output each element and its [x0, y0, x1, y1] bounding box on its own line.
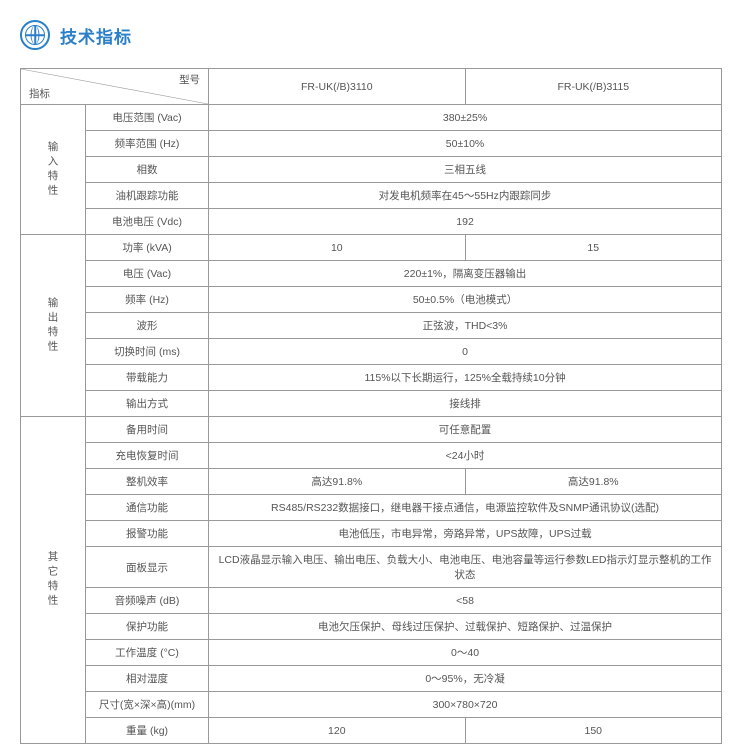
table-head-diag: 型号 指标: [21, 69, 209, 105]
param-name: 面板显示: [86, 547, 209, 588]
param-name: 工作温度 (°C): [86, 640, 209, 666]
globe-icon: [20, 20, 50, 50]
section-label-input: 输入特性: [21, 105, 86, 235]
param-value-2: 150: [465, 718, 721, 744]
param-name: 充电恢复时间: [86, 443, 209, 469]
param-value-2: 高达91.8%: [465, 469, 721, 495]
param-name: 频率范围 (Hz): [86, 131, 209, 157]
param-value-1: 10: [209, 235, 465, 261]
param-value: 50±0.5%（电池模式）: [209, 287, 722, 313]
param-value-1: 高达91.8%: [209, 469, 465, 495]
param-name: 带载能力: [86, 365, 209, 391]
param-value: 0～95%，无冷凝: [209, 666, 722, 692]
param-value-1: 120: [209, 718, 465, 744]
param-value-2: 15: [465, 235, 721, 261]
param-value: 正弦波，THD<3%: [209, 313, 722, 339]
param-value: RS485/RS232数据接口，继电器干接点通信，电源监控软件及SNMP通讯协议…: [209, 495, 722, 521]
param-value: 115%以下长期运行，125%全载持续10分钟: [209, 365, 722, 391]
param-name: 重量 (kg): [86, 718, 209, 744]
head-model-1: FR-UK(/B)3110: [209, 69, 465, 105]
param-name: 切换时间 (ms): [86, 339, 209, 365]
head-model-label: 型号: [179, 72, 200, 87]
param-value: 电池低压，市电异常，旁路异常，UPS故障，UPS过载: [209, 521, 722, 547]
param-name: 整机效率: [86, 469, 209, 495]
param-value: <24小时: [209, 443, 722, 469]
param-name: 备用时间: [86, 417, 209, 443]
page-header: 技术指标: [20, 20, 722, 50]
param-name: 报警功能: [86, 521, 209, 547]
param-name: 功率 (kVA): [86, 235, 209, 261]
param-name: 输出方式: [86, 391, 209, 417]
head-metric-label: 指标: [29, 86, 50, 101]
param-name: 相对湿度: [86, 666, 209, 692]
param-name: 频率 (Hz): [86, 287, 209, 313]
section-label-output: 输出特性: [21, 235, 86, 417]
param-value: 接线排: [209, 391, 722, 417]
param-value: 380±25%: [209, 105, 722, 131]
param-name: 尺寸(宽×深×高)(mm): [86, 692, 209, 718]
param-value: 电池欠压保护、母线过压保护、过载保护、短路保护、过温保护: [209, 614, 722, 640]
param-value: 三相五线: [209, 157, 722, 183]
param-name: 电池电压 (Vdc): [86, 209, 209, 235]
param-value: 0～40: [209, 640, 722, 666]
param-name: 保护功能: [86, 614, 209, 640]
spec-table: 型号 指标 FR-UK(/B)3110 FR-UK(/B)3115 输入特性电压…: [20, 68, 722, 744]
param-value: 对发电机频率在45～55Hz内跟踪同步: [209, 183, 722, 209]
param-value: 50±10%: [209, 131, 722, 157]
param-name: 音频噪声 (dB): [86, 588, 209, 614]
param-value: 可任意配置: [209, 417, 722, 443]
param-value: 192: [209, 209, 722, 235]
param-value: 0: [209, 339, 722, 365]
param-name: 油机跟踪功能: [86, 183, 209, 209]
param-name: 电压 (Vac): [86, 261, 209, 287]
param-name: 通信功能: [86, 495, 209, 521]
param-name: 波形: [86, 313, 209, 339]
param-value: 220±1%，隔离变压器输出: [209, 261, 722, 287]
param-name: 电压范围 (Vac): [86, 105, 209, 131]
param-value: LCD液晶显示输入电压、输出电压、负载大小、电池电压、电池容量等运行参数LED指…: [209, 547, 722, 588]
param-value: 300×780×720: [209, 692, 722, 718]
page-title: 技术指标: [60, 23, 132, 48]
param-value: <58: [209, 588, 722, 614]
head-model-2: FR-UK(/B)3115: [465, 69, 721, 105]
param-name: 相数: [86, 157, 209, 183]
section-label-other: 其它特性: [21, 417, 86, 744]
